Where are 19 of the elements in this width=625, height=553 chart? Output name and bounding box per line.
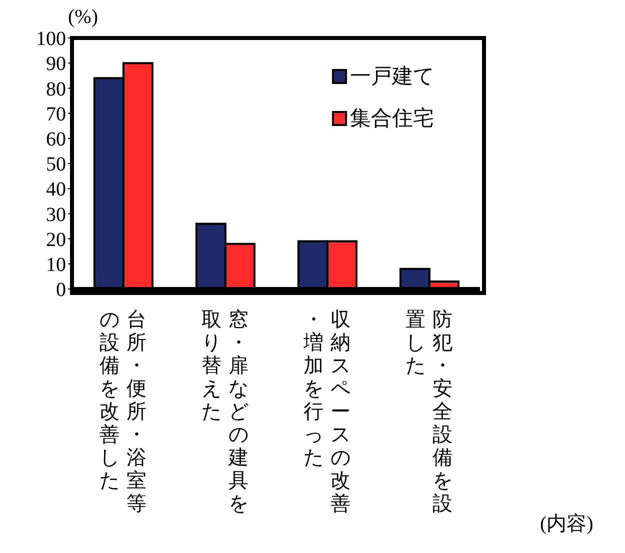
y-tick-label: 80: [46, 78, 66, 100]
y-axis-title: (%): [68, 6, 98, 29]
legend-label: 集合住宅: [350, 105, 434, 132]
y-tick-label: 0: [56, 279, 66, 302]
category-label: 収納スペースの改善・増加を行った: [304, 309, 350, 515]
y-tick-label: 90: [46, 53, 66, 76]
y-tick-label: 50: [46, 154, 66, 176]
category-label: 窓・扉などの建具を取り替えた: [202, 309, 248, 515]
category-label: 台所・便所・浴室等の設備を改善した: [100, 309, 146, 515]
y-tick-label: 30: [46, 204, 66, 226]
legend-label: 一戸建て: [350, 63, 435, 90]
y-tick-label: 40: [46, 178, 66, 201]
category-label: 防犯・安全設備を設置した: [406, 309, 452, 515]
y-tick-label: 10: [46, 254, 66, 276]
y-tick-label: 60: [46, 128, 66, 150]
y-tick-label: 20: [46, 228, 66, 251]
y-tick-label: 100: [36, 28, 66, 50]
y-tick-label: 70: [46, 103, 66, 126]
text: (内容): [540, 512, 594, 537]
